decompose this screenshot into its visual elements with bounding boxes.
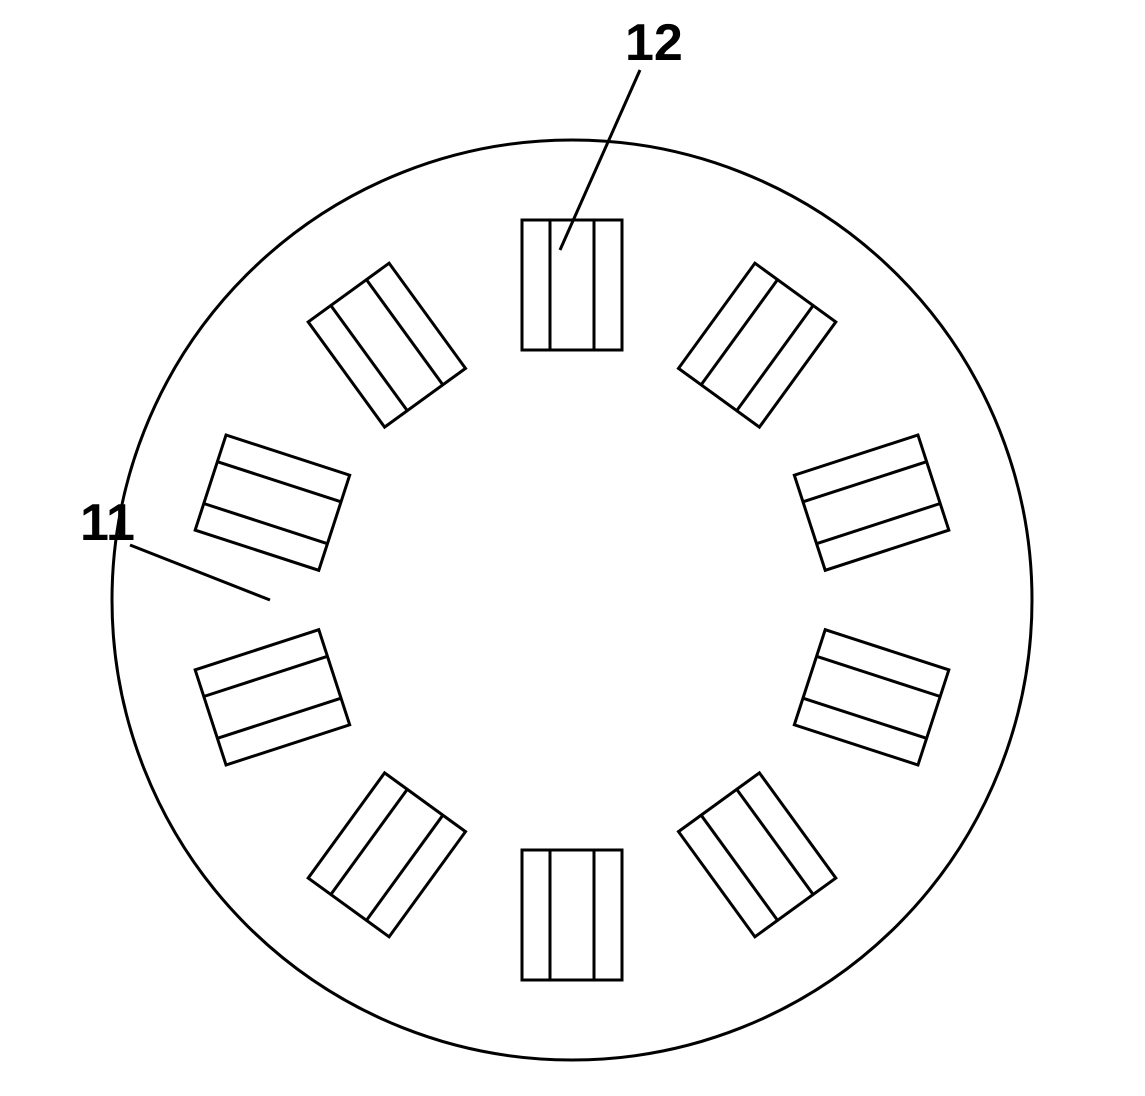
slot	[195, 630, 350, 765]
diagram-svg: 11 12	[0, 0, 1145, 1096]
slot	[195, 435, 350, 570]
slot	[794, 435, 949, 570]
slot	[308, 773, 465, 937]
labels-group: 11 12	[80, 14, 683, 600]
slot	[308, 263, 465, 427]
slot	[678, 263, 835, 427]
slot	[522, 850, 622, 980]
slot	[678, 773, 835, 937]
label-12: 12	[625, 14, 683, 72]
slots-group	[195, 220, 949, 980]
outer-circle	[112, 140, 1032, 1060]
slot	[522, 220, 622, 350]
slot	[794, 630, 949, 765]
label-11: 11	[80, 494, 135, 552]
diagram-container: 11 12	[0, 0, 1145, 1096]
